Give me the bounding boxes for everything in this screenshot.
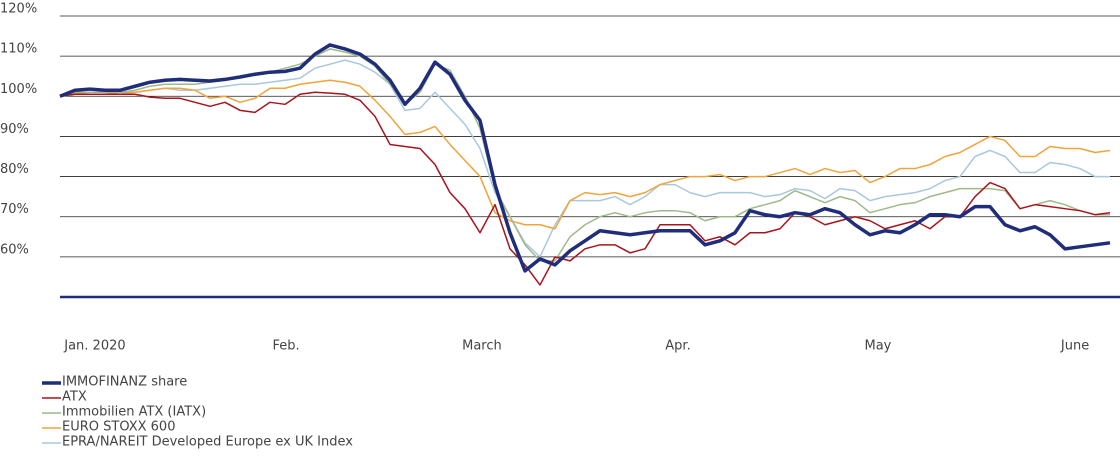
series-line [59,43,1111,273]
y-tick-label: 110% [0,42,37,57]
series-line [59,59,1110,258]
y-tick-label: 60% [0,242,29,257]
x-tick-label: June [1060,339,1089,354]
legend-label: Immobilien ATX (IATX) [62,405,206,420]
x-tick-label: Apr. [665,339,690,354]
y-tick-label: 70% [0,202,29,217]
y-tick-label: 120% [0,2,37,17]
y-tick-label: 100% [0,82,37,97]
x-tick-label: Jan. 2020 [63,339,125,354]
series-line [59,79,1111,230]
series-line [59,91,1111,286]
legend-label: EPRA/NAREIT Developed Europe ex UK Index [62,435,353,450]
x-tick-label: May [865,339,892,354]
legend-label: IMMOFINANZ share [62,375,187,390]
legend-label: EURO STOXX 600 [62,420,175,435]
y-tick-label: 80% [0,162,29,177]
legend-label: ATX [62,390,87,405]
x-tick-label: Feb. [272,339,299,354]
x-tick-label: March [462,339,502,354]
y-tick-label: 90% [0,122,29,137]
